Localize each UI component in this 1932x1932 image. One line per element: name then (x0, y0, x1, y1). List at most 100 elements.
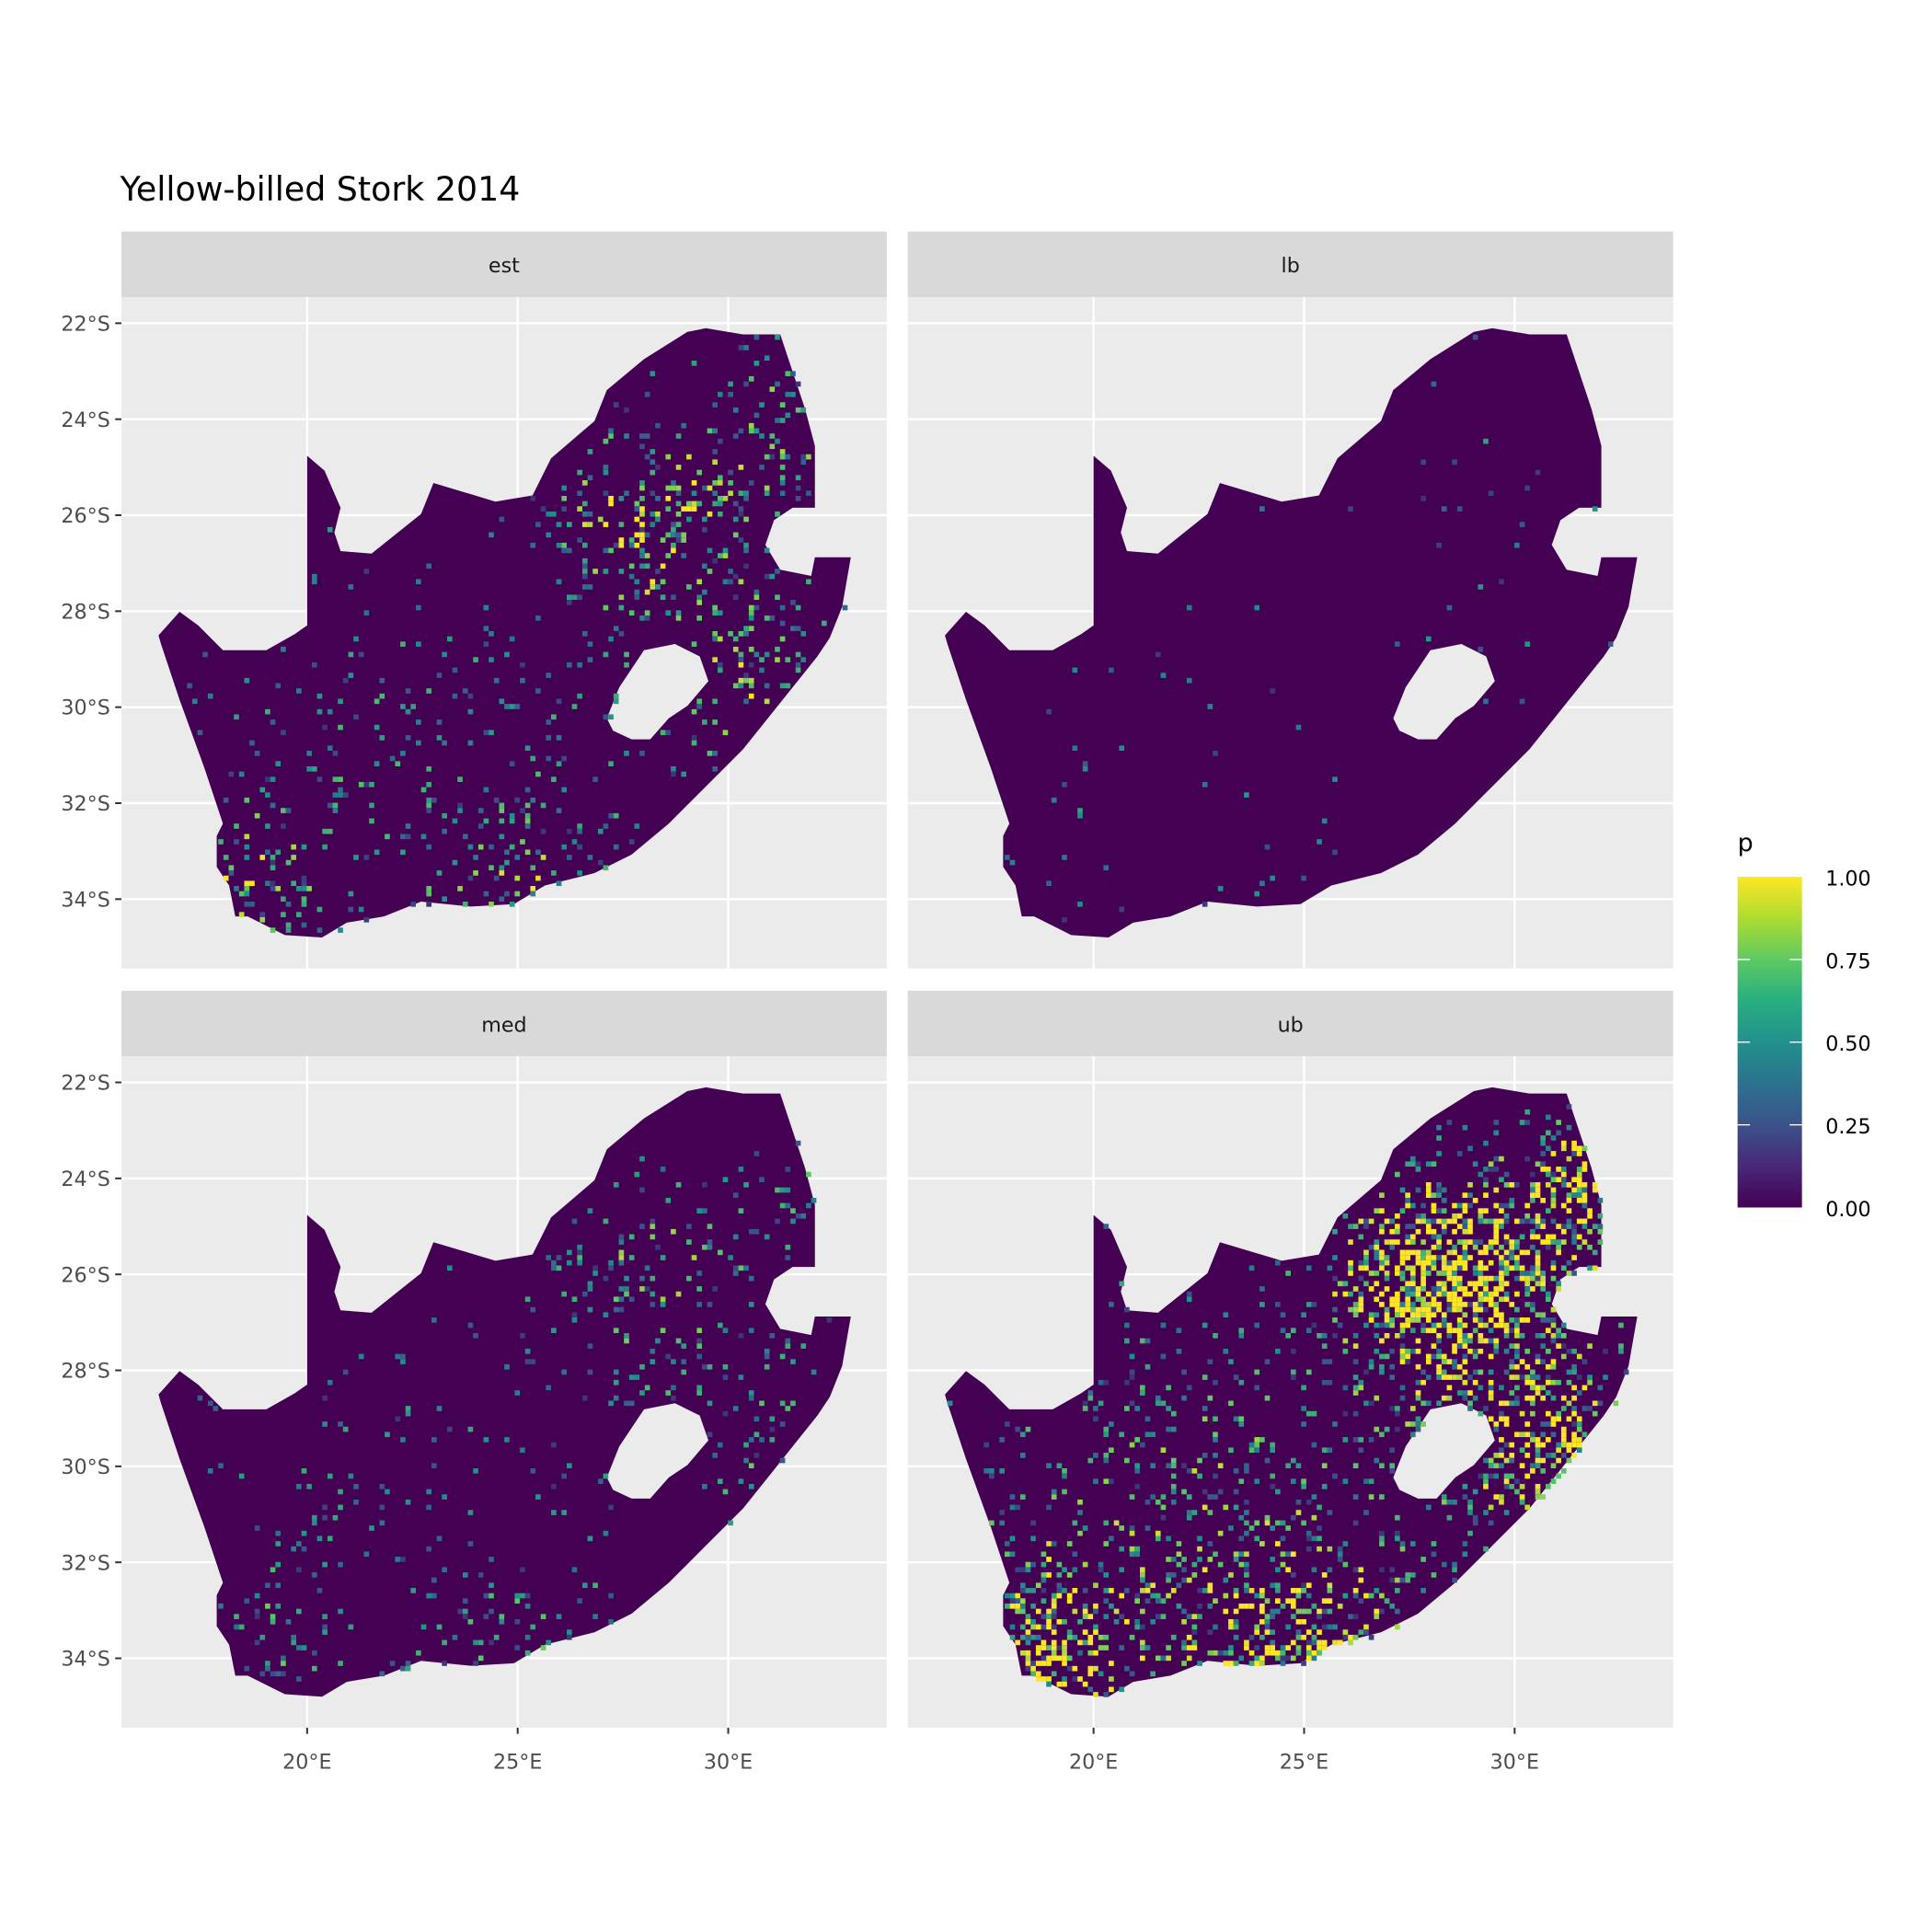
raster-cell (1436, 1244, 1442, 1250)
raster-cell (1207, 1541, 1213, 1547)
raster-cell (1259, 1588, 1265, 1593)
raster-cell (1410, 1348, 1416, 1354)
raster-cell (1503, 1234, 1510, 1240)
raster-cell (1499, 1271, 1504, 1276)
raster-cell (322, 1624, 328, 1630)
raster-cell (1051, 1489, 1057, 1495)
raster-cell (1524, 1249, 1531, 1256)
raster-cell (1483, 1473, 1489, 1479)
raster-cell (753, 412, 760, 419)
raster-cell (1415, 1213, 1421, 1219)
raster-cell (1540, 1271, 1546, 1276)
raster-cell (338, 927, 343, 933)
raster-cell (1530, 1171, 1535, 1178)
raster-cell (316, 906, 323, 913)
raster-cell (426, 563, 432, 569)
raster-cell (405, 834, 411, 840)
raster-cell (535, 1494, 541, 1500)
raster-cell (1509, 1453, 1515, 1458)
raster-cell (1275, 1348, 1281, 1354)
raster-cell (1181, 1608, 1187, 1615)
raster-cell (1150, 1618, 1156, 1625)
raster-cell (1202, 1322, 1208, 1328)
raster-cell (1207, 1629, 1213, 1635)
raster-cell (1410, 1281, 1416, 1287)
raster-cell (1389, 1604, 1396, 1609)
raster-cell (1420, 1275, 1426, 1282)
raster-cell (1176, 1328, 1182, 1333)
raster-cell (1087, 1614, 1094, 1619)
raster-cell (270, 1618, 276, 1625)
raster-cell (202, 651, 208, 658)
raster-cell (477, 808, 484, 813)
raster-cell (1113, 1618, 1120, 1625)
raster-cell (234, 839, 239, 845)
raster-cell (244, 855, 250, 860)
raster-cell (316, 776, 323, 782)
raster-cell (1041, 1614, 1047, 1619)
raster-cell (1041, 1561, 1047, 1568)
raster-cell (1233, 1416, 1239, 1422)
raster-cell (1368, 1271, 1374, 1276)
raster-cell (416, 604, 421, 611)
raster-cell (540, 828, 546, 834)
raster-cell (275, 1561, 282, 1568)
raster-cell (1467, 1374, 1473, 1380)
raster-cell (1503, 1265, 1510, 1271)
raster-cell (628, 610, 635, 616)
raster-cell (1456, 1281, 1463, 1287)
raster-cell (514, 704, 521, 709)
raster-cell (1254, 1655, 1260, 1662)
raster-cell (1093, 1453, 1098, 1458)
raster-cell (1342, 1213, 1349, 1219)
raster-cell (800, 657, 807, 662)
raster-cell (1358, 1218, 1364, 1225)
raster-cell (467, 708, 474, 715)
raster-cell (1035, 1676, 1041, 1682)
raster-cell (1207, 1650, 1213, 1656)
raster-cell (338, 698, 343, 705)
raster-cell (1493, 1426, 1500, 1432)
raster-cell (732, 1271, 739, 1276)
raster-cell (707, 1239, 713, 1245)
raster-cell (775, 569, 780, 574)
raster-cell (499, 698, 505, 705)
raster-cell (1441, 1228, 1447, 1235)
raster-cell (1155, 1614, 1161, 1619)
raster-cell (748, 1328, 754, 1333)
raster-cell (618, 1255, 625, 1260)
raster-cell (1093, 1650, 1098, 1656)
raster-cell (1191, 1510, 1198, 1515)
raster-cell (1389, 1239, 1396, 1245)
raster-cell (738, 506, 744, 512)
raster-cell (1259, 1302, 1265, 1307)
raster-cell (675, 490, 682, 497)
raster-cell (1550, 1416, 1557, 1422)
raster-cell (759, 465, 765, 470)
raster-cell (1571, 1228, 1577, 1235)
raster-cell (1446, 1218, 1453, 1225)
raster-cell (675, 610, 682, 616)
raster-cell (1109, 1447, 1114, 1454)
raster-cell (660, 730, 666, 736)
raster-cell (1441, 1255, 1447, 1260)
raster-cell (1488, 1504, 1494, 1511)
raster-cell (1478, 1348, 1484, 1354)
raster-cell (1478, 1213, 1484, 1219)
raster-cell (1472, 1265, 1478, 1271)
raster-cell (1446, 1302, 1453, 1307)
raster-cell (1019, 1567, 1026, 1573)
raster-cell (707, 751, 713, 756)
raster-cell (1499, 1463, 1504, 1468)
raster-cell (1503, 1416, 1510, 1422)
raster-cell (1244, 1582, 1249, 1589)
raster-cell (1493, 1494, 1500, 1500)
raster-cell (1109, 1661, 1114, 1666)
raster-cell (1530, 1385, 1535, 1391)
raster-cell (322, 1421, 328, 1427)
raster-cell (296, 912, 302, 917)
raster-cell (1305, 1629, 1312, 1635)
raster-cell (1363, 1510, 1369, 1515)
raster-cell (1379, 1322, 1385, 1328)
raster-cell (1170, 1457, 1177, 1464)
